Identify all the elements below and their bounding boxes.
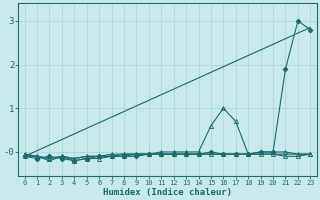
X-axis label: Humidex (Indice chaleur): Humidex (Indice chaleur) <box>103 188 232 197</box>
